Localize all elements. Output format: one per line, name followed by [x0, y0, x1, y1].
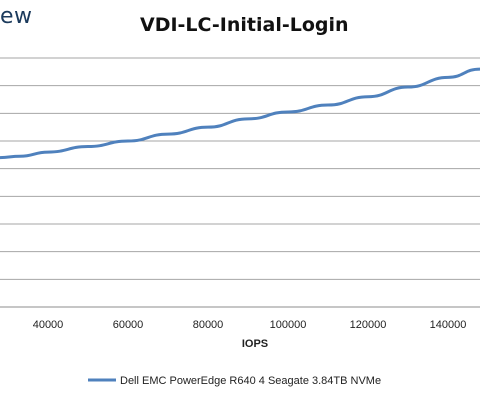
x-tick-labels: 40000 60000 80000 100000 120000 140000 — [33, 319, 467, 331]
x-tick-label: 80000 — [193, 319, 224, 331]
gridlines — [0, 57, 480, 308]
chart-title: VDI-LC-Initial-Login — [140, 14, 349, 36]
x-tick-label: 100000 — [270, 319, 307, 331]
x-tick-label: 60000 — [113, 319, 144, 331]
x-tick-label: 140000 — [430, 319, 467, 331]
series-line — [0, 67, 480, 160]
x-axis-title: IOPS — [242, 338, 268, 350]
x-tick-label: 120000 — [350, 319, 387, 331]
x-tick-label: 40000 — [33, 319, 64, 331]
logo-fragment: ew — [0, 4, 33, 29]
legend-label: Dell EMC PowerEdge R640 4 Seagate 3.84TB… — [120, 375, 381, 387]
